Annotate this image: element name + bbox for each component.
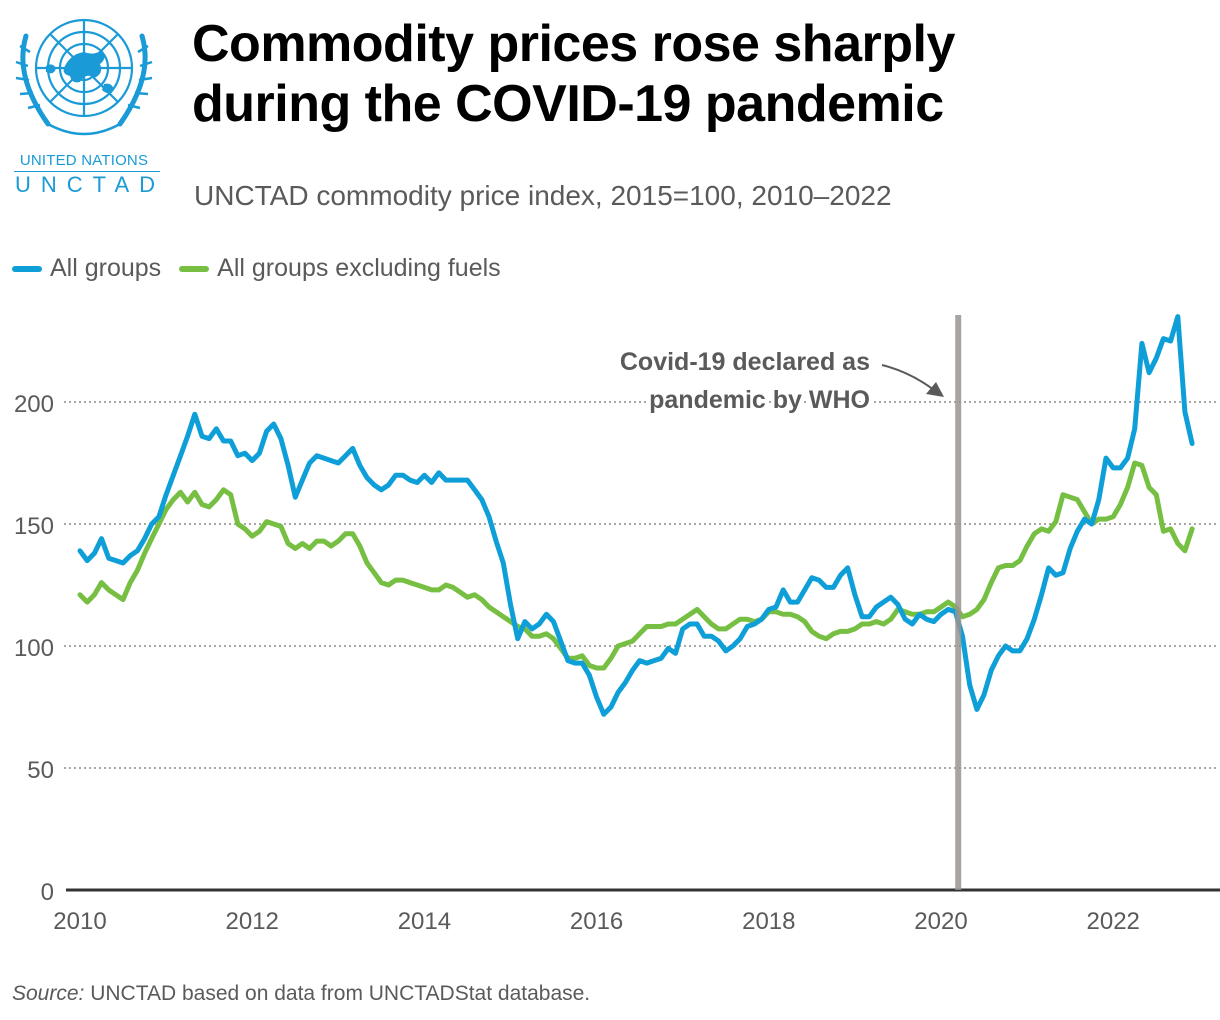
legend-swatch-all-groups bbox=[12, 265, 42, 272]
x-tick-label: 2014 bbox=[398, 908, 451, 935]
x-tick-label: 2020 bbox=[914, 908, 967, 935]
title-line-1: Commodity prices rose sharply bbox=[192, 15, 955, 73]
line-chart: 0 50 100 150 200 2010 2012 2014 2016 2018 2020 202… bbox=[14, 314, 1220, 935]
un-emblem-icon bbox=[15, 18, 153, 136]
legend-label-all-groups: All groups bbox=[50, 254, 162, 282]
title-line-2: during the COVID-19 pandemic bbox=[192, 75, 944, 133]
series-line-all-groups bbox=[77, 314, 1195, 717]
x-tick-label: 2022 bbox=[1087, 908, 1140, 935]
legend-label-excluding-fuels: All groups excluding fuels bbox=[217, 254, 501, 282]
y-tick-label: 100 bbox=[14, 635, 54, 662]
x-tick-label: 2018 bbox=[742, 908, 795, 935]
y-tick-label: 50 bbox=[27, 757, 54, 784]
legend-item-excluding-fuels: All groups excluding fuels bbox=[179, 254, 501, 283]
y-axis-ticks: 0 50 100 150 200 bbox=[14, 391, 54, 906]
x-tick-label: 2016 bbox=[570, 908, 623, 935]
legend: All groups All groups excluding fuels bbox=[12, 254, 519, 283]
annotation-line-2: pandemic by WHO bbox=[649, 386, 870, 414]
y-tick-label: 150 bbox=[14, 513, 54, 540]
annotation-line-1: Covid-19 declared as bbox=[620, 348, 870, 376]
source-label: Source: bbox=[12, 982, 85, 1005]
chart-subtitle: UNCTAD commodity price index, 2015=100, … bbox=[194, 180, 892, 211]
x-tick-label: 2012 bbox=[226, 908, 279, 935]
logo-united-nations: UNITED NATIONS bbox=[19, 152, 149, 169]
series-lines bbox=[77, 314, 1195, 717]
arrowhead-icon bbox=[926, 382, 944, 397]
legend-swatch-excluding-fuels bbox=[179, 265, 210, 272]
x-axis-ticks: 2010 2012 2014 2016 2018 2020 2022 bbox=[53, 908, 1140, 935]
x-tick-label: 2010 bbox=[53, 908, 106, 935]
source-text: UNCTAD based on data from UNCTADStat dat… bbox=[84, 982, 591, 1005]
y-tick-label: 200 bbox=[14, 391, 54, 418]
source-note: Source: UNCTAD based on data from UNCTAD… bbox=[12, 982, 590, 1006]
y-tick-label: 0 bbox=[41, 879, 54, 906]
legend-item-all-groups: All groups bbox=[12, 254, 161, 283]
logo-divider bbox=[14, 171, 160, 172]
series-line-excluding-fuels bbox=[77, 460, 1195, 671]
covid-annotation: Covid-19 declared as pandemic by WHO bbox=[620, 315, 962, 890]
unctad-logo: UNITED NATIONS UNCTAD bbox=[8, 6, 160, 197]
logo-unctad: UNCTAD bbox=[14, 172, 166, 197]
annotation-arrow-icon bbox=[881, 364, 935, 391]
chart-title: Commodity prices rose sharply during the… bbox=[192, 14, 955, 134]
